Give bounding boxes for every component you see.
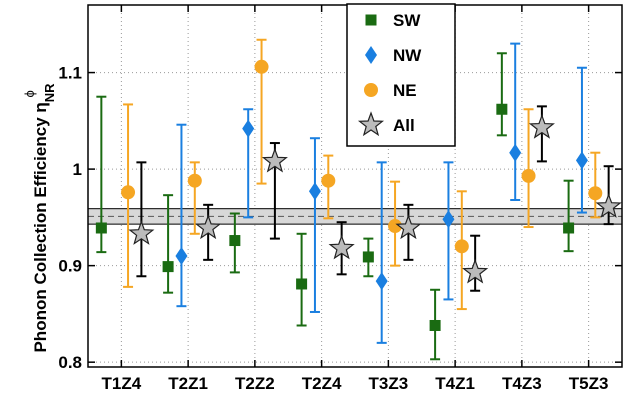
marker-circle [121,185,136,200]
marker-star [462,258,489,284]
legend-item-nw: NW [365,46,422,65]
marker-star [328,234,355,260]
marker-diamond [365,46,377,64]
y-tick-label: 1 [73,160,82,179]
marker-diamond [509,143,522,162]
y-tick-label: 0.9 [58,257,82,276]
marker-square [365,14,377,26]
svg-text:Phonon Collection Efficiency η: Phonon Collection Efficiency ηNR ϕ [22,83,57,353]
series-layer [95,38,622,361]
legend-item-all: All [357,111,415,137]
marker-circle [187,173,202,188]
legend-label: All [393,116,415,135]
x-tick-label: T3Z3 [369,374,409,393]
marker-star [195,214,222,240]
marker-square [429,319,441,331]
x-tick-label: T4Z3 [502,374,542,393]
marker-square [362,251,374,263]
series-all [128,105,622,292]
y-axis-label-main: Phonon Collection Efficiency η [31,102,50,352]
legend-label: NE [393,81,417,100]
marker-circle [454,239,469,254]
x-tick-label: T2Z1 [168,374,208,393]
marker-circle [254,59,269,74]
y-tick-label: 0.8 [58,353,82,372]
x-tick-label: T4Z1 [435,374,475,393]
marker-diamond [175,246,188,265]
y-tick-label: 1.1 [58,64,82,83]
legend-label: NW [393,46,422,65]
marker-diamond [375,272,388,291]
x-tick-label: T2Z2 [235,374,275,393]
series-sw [95,52,575,361]
marker-square [296,278,308,290]
marker-square [563,222,575,234]
legend-item-sw: SW [365,11,421,30]
marker-square [95,222,107,234]
marker-circle [588,186,603,201]
marker-diamond [242,119,255,138]
series-nw [175,42,588,344]
y-axis-label: Phonon Collection Efficiency ηNR ϕ [22,83,57,353]
marker-circle [364,83,378,97]
marker-star [528,113,555,139]
marker-circle [388,219,403,234]
axes-layer: 0.8 0.9 1 1.1 T1Z4 T2Z1 T2Z2 T2Z4 T3Z3 T4Z1 T4Z3 T5… [58,4,623,393]
marker-circle [521,168,536,183]
marker-star [128,220,155,245]
marker-square [162,261,174,273]
marker-square [229,235,241,247]
legend-label: SW [393,11,421,30]
marker-diamond [442,210,455,229]
marker-star [357,111,385,137]
marker-diamond [575,151,588,170]
x-tick-label: T5Z3 [569,374,609,393]
series-ne [121,38,603,311]
marker-diamond [308,182,321,201]
legend-item-ne: NE [364,81,417,100]
legend: SW NW NE All [346,3,456,147]
x-tick-label: T2Z4 [302,374,342,393]
y-axis-label-superscript: ϕ [22,90,37,97]
marker-circle [321,173,336,188]
y-axis-label-subscript: NR [42,83,57,102]
x-tick-label: T1Z4 [102,374,142,393]
marker-star [395,214,422,240]
marker-star [595,193,622,218]
marker-star [261,147,288,173]
marker-square [496,103,508,115]
